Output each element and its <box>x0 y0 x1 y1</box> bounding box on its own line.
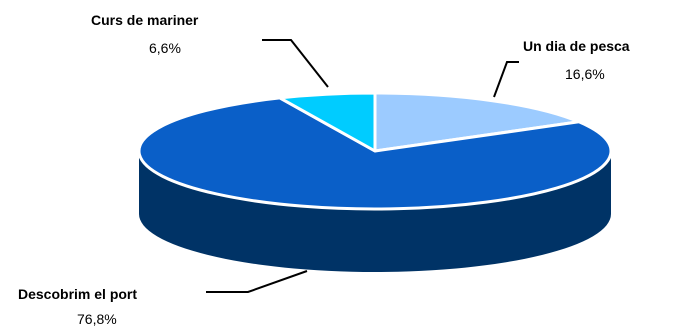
slice-value-un-dia-de-pesca: 16,6% <box>565 66 605 82</box>
pie-side-descobrim-el-port <box>139 151 611 272</box>
leader-un-dia-de-pesca <box>493 61 519 98</box>
leader-lines <box>206 39 519 293</box>
slice-label-curs-de-mariner: Curs de mariner <box>91 12 199 28</box>
slice-value-curs-de-mariner: 6,6% <box>149 40 181 56</box>
pie-slice-un-dia-de-pesca <box>373 91 581 153</box>
pie-tops <box>137 91 613 211</box>
pie-slice-curs-de-mariner <box>278 91 377 153</box>
slice-label-un-dia-de-pesca: Un dia de pesca <box>523 38 630 54</box>
pie-sides <box>139 151 611 272</box>
slice-label-descobrim-el-port: Descobrim el port <box>18 286 137 302</box>
leader-curs-de-mariner <box>262 39 329 88</box>
leader-descobrim-el-port <box>206 270 308 293</box>
pie-slice-descobrim-el-port <box>137 96 613 211</box>
slice-value-descobrim-el-port: 76,8% <box>77 311 117 327</box>
